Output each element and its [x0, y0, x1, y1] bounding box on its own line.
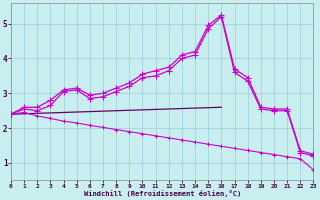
X-axis label: Windchill (Refroidissement éolien,°C): Windchill (Refroidissement éolien,°C): [84, 190, 241, 197]
